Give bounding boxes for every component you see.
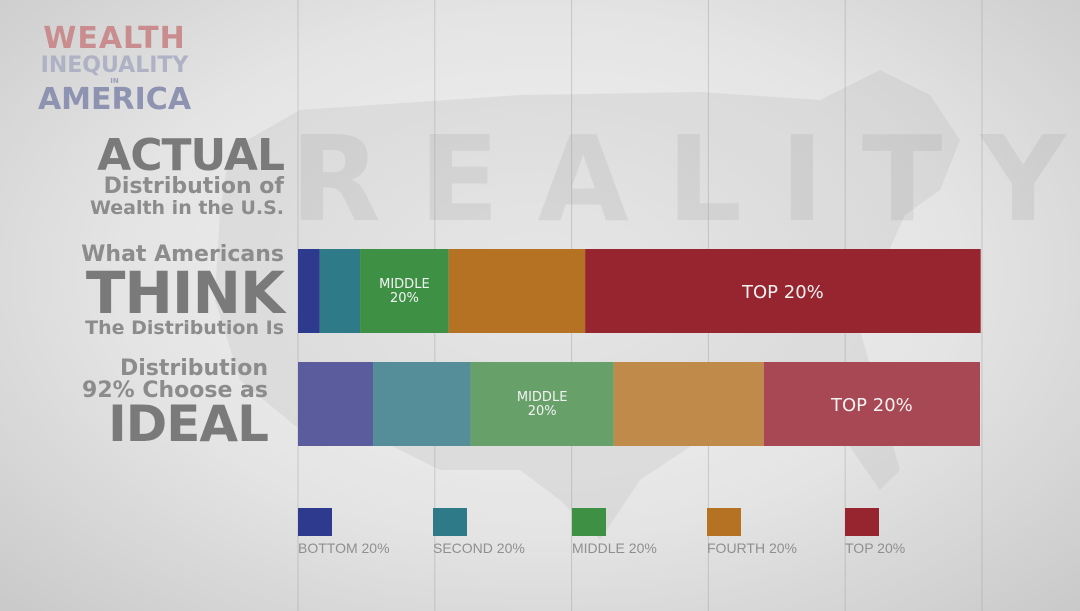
wealth-inequality-logo: WEALTH INEQUALITY IN AMERICA (27, 24, 202, 115)
bar-segment-top-20 (585, 249, 981, 333)
legend-swatch (433, 508, 467, 536)
logo-line-3: IN (110, 77, 119, 85)
bar-segment-fourth-20 (613, 362, 764, 446)
bar-segment-fourth-20 (448, 249, 586, 333)
row-label-ideal-big: IDEAL (108, 395, 269, 453)
row-label-think-big: THINK (85, 259, 285, 327)
bar-segment-middle-20 (360, 249, 449, 333)
logo-line-1: WEALTH (43, 21, 186, 56)
legend-label: BOTTOM 20% (298, 540, 390, 556)
top-20-data-label: TOP 20% (741, 282, 824, 303)
bar-segment-bottom-20 (298, 249, 320, 333)
row-label-think-line3: The Distribution Is (85, 317, 284, 339)
top-20-data-label: TOP 20% (830, 395, 913, 416)
legend-label: TOP 20% (845, 540, 905, 556)
row-label-think-line1: What Americans (81, 242, 284, 267)
middle-20-data-label: MIDDLE 20% (517, 390, 568, 419)
legend-label: MIDDLE 20% (572, 540, 657, 556)
row-label-ideal-line2: 92% Choose as (82, 378, 268, 403)
logo-line-4: AMERICA (37, 82, 192, 117)
middle-20-data-label: MIDDLE 20% (379, 277, 430, 306)
bar-segment-second-20 (373, 362, 471, 446)
logo-line-2: INEQUALITY (40, 53, 189, 78)
legend-label: FOURTH 20% (707, 540, 797, 556)
row-label-actual: ACTUAL Distribution of Wealth in the U.S… (89, 130, 285, 219)
row-label-ideal-line1: Distribution (119, 356, 268, 381)
row-label-actual-line3: Wealth in the U.S. (89, 197, 284, 219)
bar-segment-middle-20 (470, 362, 614, 446)
legend-label: SECOND 20% (433, 540, 525, 556)
legend-swatch (298, 508, 332, 536)
legend-swatch (845, 508, 879, 536)
row-label-actual-big: ACTUAL (97, 130, 285, 181)
bar-segment-second-20 (319, 249, 361, 333)
row-label-actual-line2: Distribution of (103, 174, 284, 199)
bar-segment-bottom-20 (298, 362, 374, 446)
bar-segment-top-20 (763, 362, 980, 446)
legend-swatch (707, 508, 741, 536)
row-label-ideal: Distribution 92% Choose as IDEAL (82, 356, 269, 453)
row-label-think: What Americans THINK The Distribution Is (81, 242, 285, 339)
legend-swatch (572, 508, 606, 536)
reality-watermark: REALITY (290, 110, 1080, 248)
